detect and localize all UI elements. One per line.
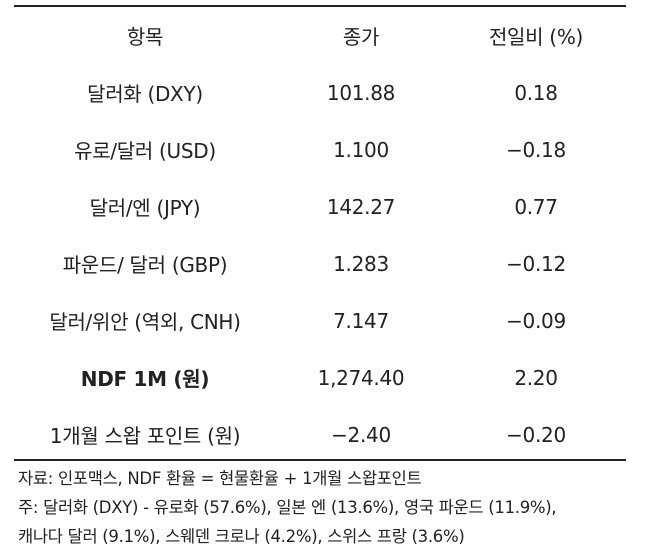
row-close: 142.27 (326, 194, 396, 219)
table-row-highlight: NDF 1M (원) 1,274.40 2.20 (14, 349, 626, 406)
row-change: −0.12 (506, 251, 566, 276)
row-item: 1개월 스왑 포인트 (원) (49, 424, 241, 448)
table-notes: 자료: 인포맥스, NDF 환율 = 현물환율 + 1개월 스왑포인트 주: 달… (18, 464, 557, 551)
row-close: 1.283 (333, 251, 389, 276)
weight-note-line1: 주: 달러화 (DXY) - 유로화 (57.6%), 일본 엔 (13.6%)… (18, 498, 557, 517)
table-row: 달러/위안 (역외, CNH) 7.147 −0.09 (14, 292, 626, 349)
row-change: −0.20 (506, 422, 566, 447)
row-item: 달러화 (DXY) (87, 82, 203, 106)
row-change: 0.18 (514, 80, 558, 105)
row-item: 파운드/ 달러 (GBP) (62, 253, 228, 277)
row-change: −0.09 (506, 308, 566, 333)
table-row: 달러/엔 (JPY) 142.27 0.77 (14, 178, 626, 235)
table-row: 1개월 스왑 포인트 (원) −2.40 −0.20 (14, 406, 626, 463)
row-item: 달러/위안 (역외, CNH) (49, 310, 241, 334)
row-close: 101.88 (326, 80, 396, 105)
header-close: 종가 (342, 25, 380, 49)
source-note: 자료: 인포맥스, NDF 환율 = 현물환율 + 1개월 스왑포인트 (18, 469, 422, 488)
row-item: 유로/달러 (USD) (74, 139, 216, 163)
table-header-row: 항목 종가 전일비 (%) (14, 7, 626, 64)
row-close: 1,274.40 (317, 365, 405, 390)
table-row: 파운드/ 달러 (GBP) 1.283 −0.12 (14, 235, 626, 292)
row-item: 달러/엔 (JPY) (89, 196, 201, 220)
row-close: −2.40 (331, 422, 391, 447)
header-change: 전일비 (%) (488, 25, 584, 49)
weight-note-line2: 캐나다 달러 (9.1%), 스웨덴 크로나 (4.2%), 스위스 프랑 (3… (18, 527, 465, 546)
table-row: 유로/달러 (USD) 1.100 −0.18 (14, 121, 626, 178)
row-close: 1.100 (333, 137, 389, 162)
table-top-rule (14, 5, 626, 7)
row-item: NDF 1M (원) (80, 367, 210, 391)
row-change: 0.77 (514, 194, 558, 219)
header-item: 항목 (126, 25, 164, 49)
row-close: 7.147 (333, 308, 389, 333)
table-row: 달러화 (DXY) 101.88 0.18 (14, 64, 626, 121)
row-change: 2.20 (514, 365, 558, 390)
table-bottom-rule (14, 459, 626, 461)
row-change: −0.18 (506, 137, 566, 162)
